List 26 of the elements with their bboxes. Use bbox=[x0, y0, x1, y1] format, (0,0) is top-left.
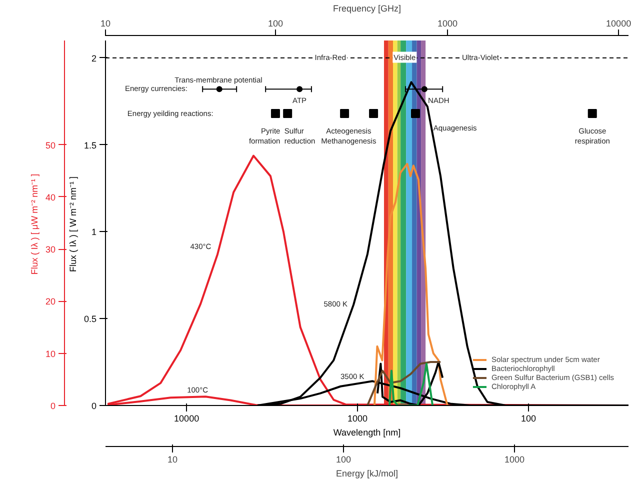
text: 1000 bbox=[504, 454, 525, 464]
text: 10 bbox=[167, 454, 178, 464]
text: 100 bbox=[268, 18, 283, 28]
y2-tick-label: 10 bbox=[45, 348, 56, 359]
y2-tick-label: 30 bbox=[45, 244, 56, 255]
y2-tick-label: 40 bbox=[45, 192, 56, 202]
y-tick-label: 0.5 bbox=[84, 314, 97, 324]
y-axis-title: Flux ( Iλ ) [ W m⁻² nm⁻¹ ] bbox=[68, 176, 78, 272]
x-tick-label: 10000 bbox=[174, 414, 200, 424]
y-tick-label: 2 bbox=[91, 53, 97, 64]
y2-tick-label: 0 bbox=[50, 401, 56, 411]
text: 10000 bbox=[606, 18, 631, 28]
text: 1000 bbox=[438, 18, 458, 28]
text: Energy [kJ/mol] bbox=[336, 468, 398, 478]
y-tick-label: 1 bbox=[91, 227, 97, 238]
y-tick-label: 1.5 bbox=[84, 140, 97, 150]
text: 100 bbox=[336, 454, 351, 464]
x-axis-title: Wavelength [nm] bbox=[333, 428, 401, 438]
text: 10 bbox=[100, 18, 111, 28]
y2-tick-label: 50 bbox=[45, 140, 56, 150]
y2-tick-label: 20 bbox=[45, 296, 56, 307]
y-tick-label: 0 bbox=[91, 401, 97, 411]
x-tick-label: 100 bbox=[520, 414, 536, 424]
x-tick-label: 1000 bbox=[348, 414, 368, 424]
y2-axis-title: Flux ( Iλ ) [ μW m⁻² nm⁻¹ ] bbox=[29, 174, 40, 275]
text: Frequency [GHz] bbox=[332, 4, 402, 14]
